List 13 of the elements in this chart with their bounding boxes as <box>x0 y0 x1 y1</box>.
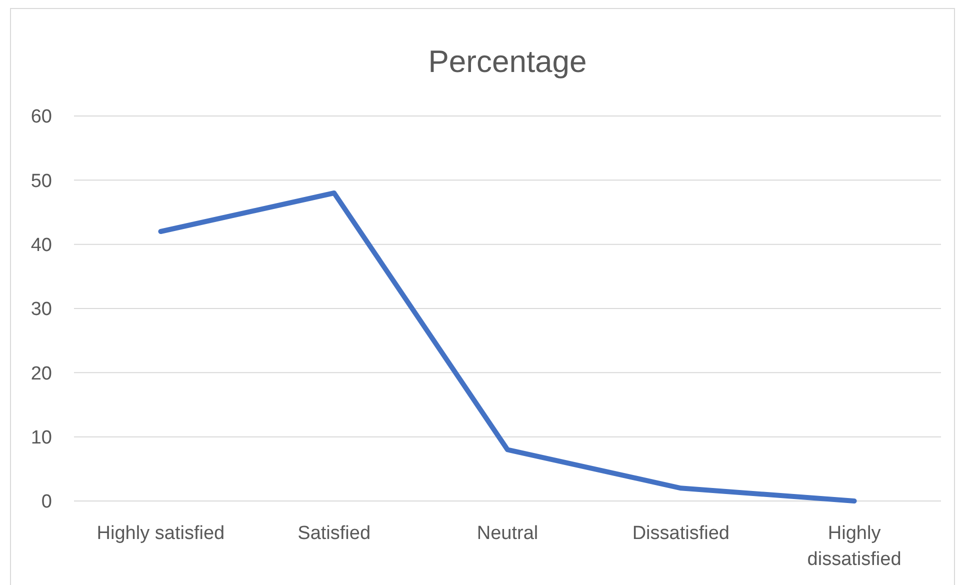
x-tick-label: Satisfied <box>298 523 371 544</box>
x-tick-label: Neutral <box>476 523 538 544</box>
y-tick-label: 60 <box>30 106 52 128</box>
x-tick-label: Dissatisfied <box>632 523 730 544</box>
y-tick-label: 0 <box>41 492 52 513</box>
y-tick-label: 20 <box>30 363 52 384</box>
chart-title: Percentage <box>428 44 587 79</box>
y-tick-label: 50 <box>30 170 52 192</box>
y-tick-label: 30 <box>30 299 52 320</box>
y-tick-label: 10 <box>30 427 52 448</box>
x-tick-label: Highly dissatisfied <box>807 523 902 570</box>
y-tick-label: 40 <box>30 234 52 256</box>
x-tick-label: Highly satisfied <box>96 523 225 544</box>
